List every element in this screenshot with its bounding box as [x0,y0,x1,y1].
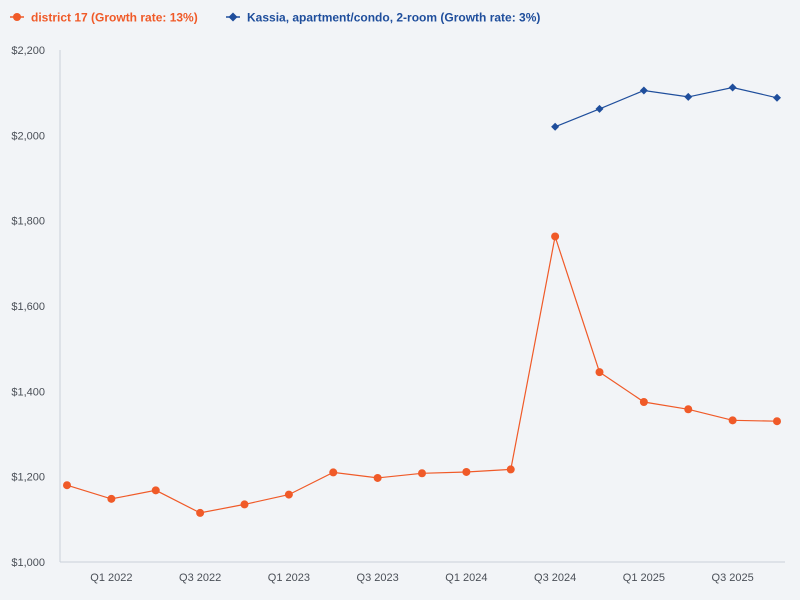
series-1 [551,83,781,131]
data-point[interactable] [551,232,560,241]
x-tick-label: Q1 2023 [268,572,310,584]
y-tick-label: $1,400 [11,386,45,398]
data-point[interactable] [506,465,515,474]
data-point[interactable] [595,368,604,377]
data-point[interactable] [373,473,382,482]
data-point[interactable] [63,481,71,490]
y-axis-ticks: $1,000 $1,200 $1,400 $1,600 $1,800 $2,000 $2,2… [11,45,45,569]
data-point[interactable] [462,467,471,476]
data-point[interactable] [240,500,249,509]
y-tick-label: $1,600 [11,301,45,313]
series-line [554,86,778,128]
data-point[interactable] [151,486,160,495]
data-point[interactable] [773,93,781,102]
legend-marker-district-17-icon [13,13,21,21]
data-point[interactable] [329,468,338,477]
x-tick-label: Q1 2024 [445,572,487,584]
data-point[interactable] [684,405,693,414]
data-point[interactable] [196,508,205,517]
series-layer [63,83,781,517]
y-tick-label: $1,800 [11,216,45,228]
axes [59,50,785,563]
data-point[interactable] [728,416,737,425]
x-axis-ticks: Q1 2022 Q3 2022 Q1 2023 Q3 2023 Q1 2024 Q3 20… [90,572,753,584]
legend-marker-kassia-icon [228,12,238,22]
data-point[interactable] [107,494,116,503]
y-tick-label: $1,000 [11,557,45,569]
data-point[interactable] [639,398,648,406]
x-tick-label: Q1 2025 [623,572,665,584]
legend: district 17 (Growth rate: 13%) Kassia, a… [10,11,540,25]
data-point[interactable] [684,92,693,101]
x-tick-label: Q3 2022 [179,572,221,584]
data-point[interactable] [551,122,560,131]
x-tick-label: Q1 2022 [90,572,132,584]
y-tick-label: $2,200 [11,45,45,57]
data-point[interactable] [773,417,781,426]
x-tick-label: Q3 2025 [712,572,754,584]
series-0 [63,232,781,517]
data-point[interactable] [418,469,426,478]
legend-item-kassia[interactable]: Kassia, apartment/condo, 2-room (Growth … [226,11,540,25]
legend-label-kassia: Kassia, apartment/condo, 2-room (Growth … [247,11,540,25]
y-tick-label: $1,200 [11,472,45,484]
legend-label-district-17: district 17 (Growth rate: 13%) [31,11,198,25]
data-point[interactable] [639,86,648,95]
data-point[interactable] [728,83,737,92]
x-tick-label: Q3 2023 [357,572,399,584]
data-point[interactable] [595,104,604,113]
data-point[interactable] [284,490,293,499]
x-tick-label: Q3 2024 [534,572,576,584]
legend-item-district-17[interactable]: district 17 (Growth rate: 13%) [10,11,198,25]
y-tick-label: $2,000 [11,130,45,142]
